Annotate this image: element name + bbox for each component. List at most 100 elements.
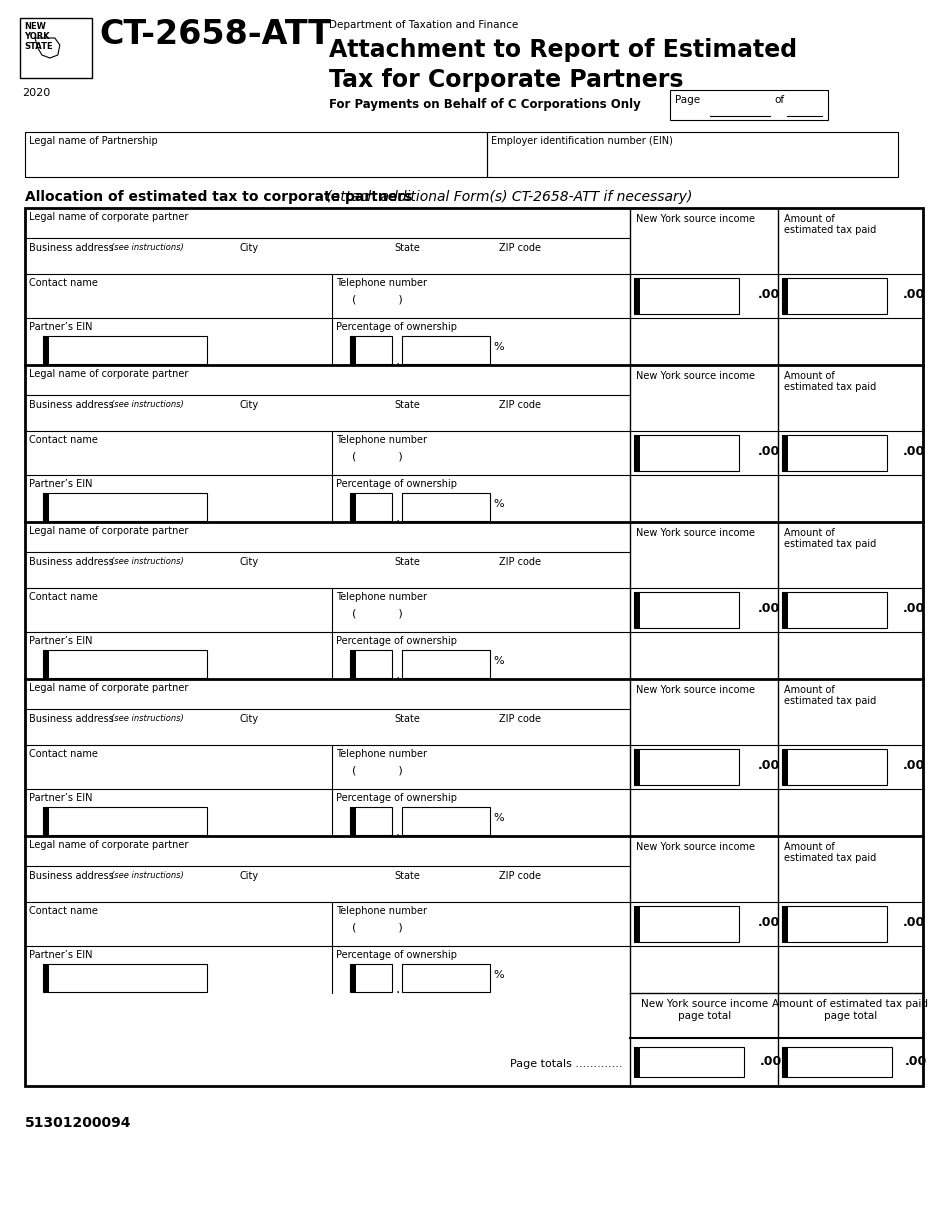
Bar <box>43 649 207 678</box>
Bar <box>635 278 640 314</box>
Text: (            ): ( ) <box>352 608 403 617</box>
Text: (see instructions): (see instructions) <box>111 244 183 252</box>
Bar <box>351 964 392 993</box>
Text: Amount of: Amount of <box>784 371 835 381</box>
Bar <box>782 592 788 629</box>
Text: CT-2658-ATT: CT-2658-ATT <box>100 18 332 50</box>
Text: STATE: STATE <box>24 42 52 50</box>
Text: Contact name: Contact name <box>28 592 98 601</box>
Text: .00: .00 <box>760 1055 782 1068</box>
Text: State: State <box>394 244 420 253</box>
Text: NEW: NEW <box>24 22 46 31</box>
Bar <box>635 907 739 942</box>
Bar <box>782 435 788 471</box>
Text: City: City <box>239 557 258 567</box>
Bar <box>635 278 739 314</box>
Text: .: . <box>396 668 400 681</box>
Bar <box>351 493 356 522</box>
Text: Allocation of estimated tax to corporate partners: Allocation of estimated tax to corporate… <box>25 189 412 204</box>
Text: New York source income: New York source income <box>636 843 755 852</box>
Bar <box>782 278 886 314</box>
Bar <box>402 807 490 835</box>
Text: City: City <box>239 713 258 724</box>
Bar <box>43 493 48 522</box>
Bar <box>351 336 356 364</box>
Text: Telephone number: Telephone number <box>336 435 428 445</box>
Text: Partner’s EIN: Partner’s EIN <box>28 950 92 959</box>
Text: Legal name of corporate partner: Legal name of corporate partner <box>28 840 188 850</box>
Text: .: . <box>396 982 400 996</box>
Bar <box>635 592 739 629</box>
Text: Page totals .............: Page totals ............. <box>510 1059 622 1069</box>
Text: Attachment to Report of Estimated: Attachment to Report of Estimated <box>329 38 797 62</box>
Text: Percentage of ownership: Percentage of ownership <box>336 322 457 332</box>
Bar <box>25 208 922 1086</box>
Text: estimated tax paid: estimated tax paid <box>784 383 876 392</box>
Text: ZIP code: ZIP code <box>499 713 541 724</box>
Bar <box>351 964 356 993</box>
Text: Telephone number: Telephone number <box>336 278 428 288</box>
Text: %: % <box>494 970 504 980</box>
Text: Partner’s EIN: Partner’s EIN <box>28 636 92 646</box>
Text: Amount of: Amount of <box>784 214 835 224</box>
Text: Contact name: Contact name <box>28 907 98 916</box>
Text: For Payments on Behalf of C Corporations Only: For Payments on Behalf of C Corporations… <box>329 98 641 111</box>
Text: (            ): ( ) <box>352 294 403 304</box>
Bar <box>635 435 739 471</box>
Bar <box>25 132 486 177</box>
Bar <box>43 807 48 835</box>
Text: (see instructions): (see instructions) <box>111 713 183 723</box>
Bar <box>635 907 640 942</box>
Bar <box>43 336 207 364</box>
Text: %: % <box>494 813 504 823</box>
Bar <box>782 1047 788 1077</box>
Text: New York source income
page total: New York source income page total <box>640 999 768 1021</box>
Text: Business address: Business address <box>28 871 114 881</box>
Text: (            ): ( ) <box>352 765 403 775</box>
Text: .00: .00 <box>758 915 780 929</box>
Text: Legal name of corporate partner: Legal name of corporate partner <box>28 526 188 536</box>
Text: City: City <box>239 871 258 881</box>
Text: State: State <box>394 713 420 724</box>
Text: City: City <box>239 400 258 410</box>
Text: %: % <box>494 656 504 665</box>
Text: Percentage of ownership: Percentage of ownership <box>336 793 457 803</box>
Text: Percentage of ownership: Percentage of ownership <box>336 950 457 959</box>
Text: Business address: Business address <box>28 557 114 567</box>
Text: 2020: 2020 <box>22 89 50 98</box>
Text: (            ): ( ) <box>352 451 403 461</box>
Text: Partner’s EIN: Partner’s EIN <box>28 793 92 803</box>
Text: Amount of: Amount of <box>784 528 835 538</box>
Text: Telephone number: Telephone number <box>336 592 428 601</box>
Bar <box>402 493 490 522</box>
Bar <box>635 749 640 785</box>
Bar <box>43 493 207 522</box>
Text: .00: .00 <box>902 915 925 929</box>
Text: Legal name of corporate partner: Legal name of corporate partner <box>28 212 188 221</box>
Text: Contact name: Contact name <box>28 278 98 288</box>
Text: Contact name: Contact name <box>28 435 98 445</box>
Bar <box>351 807 356 835</box>
Bar <box>43 649 48 678</box>
Text: Amount of estimated tax paid
page total: Amount of estimated tax paid page total <box>772 999 928 1021</box>
Text: %: % <box>494 499 504 509</box>
Text: YORK: YORK <box>24 32 49 41</box>
Text: (see instructions): (see instructions) <box>111 871 183 879</box>
Bar <box>402 964 490 993</box>
Bar <box>782 749 886 785</box>
Bar <box>782 907 886 942</box>
Text: Percentage of ownership: Percentage of ownership <box>336 478 457 490</box>
Text: estimated tax paid: estimated tax paid <box>784 696 876 706</box>
Text: Partner’s EIN: Partner’s EIN <box>28 478 92 490</box>
Bar <box>351 493 392 522</box>
Text: Amount of: Amount of <box>784 843 835 852</box>
Text: .00: .00 <box>758 444 780 458</box>
Text: 51301200094: 51301200094 <box>25 1116 131 1130</box>
Text: Telephone number: Telephone number <box>336 749 428 759</box>
Bar <box>782 1047 892 1077</box>
Text: (attach additional Form(s) CT-2658-ATT if necessary): (attach additional Form(s) CT-2658-ATT i… <box>322 189 693 204</box>
Text: .00: .00 <box>758 759 780 771</box>
Text: .: . <box>396 825 400 839</box>
Bar <box>43 964 48 993</box>
Text: Business address: Business address <box>28 713 114 724</box>
